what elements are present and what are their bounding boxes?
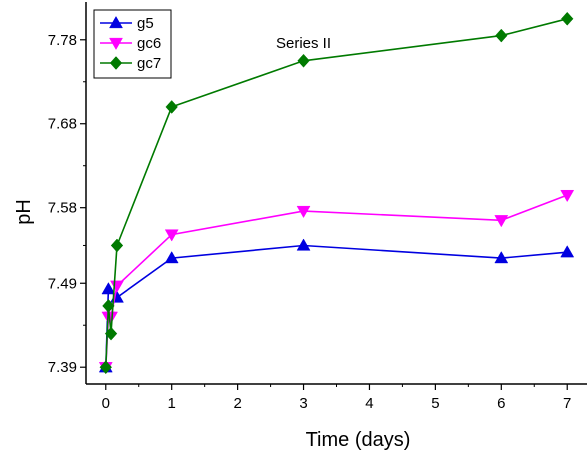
y-tick-label: 7.58	[48, 200, 77, 217]
x-tick-label: 0	[102, 395, 110, 412]
y-tick-label: 7.68	[48, 116, 77, 133]
data-point-marker	[110, 238, 124, 253]
data-point-marker	[296, 205, 311, 219]
series-line	[105, 244, 568, 368]
data-point-marker	[494, 251, 509, 264]
data-point-marker	[495, 28, 508, 43]
data-point-marker	[297, 53, 310, 68]
series-g5	[98, 238, 575, 373]
legend-label: g5	[137, 15, 154, 32]
series-layer	[98, 11, 575, 375]
data-point-marker	[109, 15, 123, 29]
y-tick-label: 7.49	[48, 275, 77, 292]
x-axis-title: Time (days)	[306, 429, 411, 451]
data-point-marker	[296, 238, 311, 251]
data-point-marker	[109, 37, 123, 51]
series-gc6	[98, 189, 575, 375]
data-point-marker	[560, 245, 575, 258]
data-point-marker	[101, 282, 116, 295]
y-axis-title: pH	[13, 199, 35, 225]
legend-label: gc7	[137, 55, 161, 72]
data-point-marker	[102, 299, 115, 313]
x-tick-label: 7	[563, 395, 571, 412]
series-line	[105, 18, 568, 368]
data-point-marker	[104, 326, 118, 341]
x-tick-label: 4	[365, 395, 373, 412]
x-tick-label: 3	[299, 395, 307, 412]
x-tick-label: 1	[168, 395, 176, 412]
legend-label: gc6	[137, 35, 161, 52]
x-tick-label: 5	[431, 395, 439, 412]
y-tick-label: 7.78	[48, 32, 77, 49]
legend-item-g5: g5	[100, 15, 154, 32]
legend-item-gc7: gc7	[100, 55, 161, 72]
data-point-marker	[165, 100, 178, 114]
chart-annotation: Series II	[276, 35, 331, 52]
data-point-marker	[561, 11, 574, 26]
y-ticks: 7.39 7.49 7.58 7.68 7.78	[48, 32, 86, 376]
y-tick-label: 7.39	[48, 359, 77, 376]
x-tick-label: 2	[233, 395, 241, 412]
data-point-marker	[164, 229, 179, 242]
data-point-marker	[494, 215, 509, 228]
data-point-marker	[164, 251, 179, 264]
data-point-marker	[99, 360, 112, 375]
x-ticks: 0 1 2 3 4 5 6 7	[102, 384, 571, 412]
x-tick-label: 6	[497, 395, 505, 412]
legend-box	[93, 9, 172, 79]
data-point-marker	[109, 56, 123, 70]
series-gc7	[99, 11, 574, 375]
legend-item-gc6: gc6	[100, 35, 161, 52]
legend: g5 gc6 gc7	[93, 9, 172, 79]
data-point-marker	[560, 189, 575, 203]
